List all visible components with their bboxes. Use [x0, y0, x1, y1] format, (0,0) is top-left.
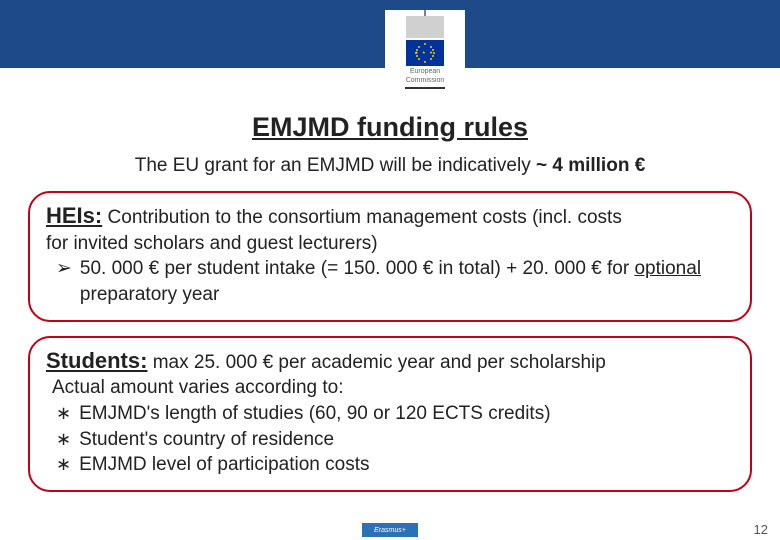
subtitle-prefix: The EU grant for an EMJMD will be indica…	[135, 155, 536, 176]
box1-bullet-text: 50. 000 € per student intake (= 150. 000…	[80, 256, 734, 307]
arrow-icon: ➢	[56, 256, 72, 307]
box2-item-1: ∗ Student's country of residence	[46, 427, 734, 453]
logo-building-icon	[406, 16, 444, 38]
box1-bullet-suffix: preparatory year	[80, 284, 219, 305]
logo-underline	[405, 87, 445, 89]
box2-item-0: ∗ EMJMD's length of studies (60, 90 or 1…	[46, 401, 734, 427]
box1-bullet: ➢ 50. 000 € per student intake (= 150. 0…	[46, 256, 734, 307]
logo-text-line1: European	[410, 68, 440, 75]
erasmus-logo: Erasmus+	[362, 523, 418, 537]
box2-intro: Actual amount varies according to:	[46, 375, 734, 401]
box1-bullet-prefix: 50. 000 € per student intake (= 150. 000…	[80, 258, 635, 279]
box2-heading-row: Students: max 25. 000 € per academic yea…	[46, 346, 734, 376]
subtitle: The EU grant for an EMJMD will be indica…	[0, 155, 780, 177]
box1-text1: Contribution to the consortium managemen…	[102, 207, 622, 228]
asterisk-icon: ∗	[56, 401, 71, 427]
page-title: EMJMD funding rules	[0, 112, 780, 143]
page-number: 12	[754, 522, 768, 537]
box1-heading: HEIs:	[46, 203, 102, 228]
asterisk-icon: ∗	[56, 452, 71, 478]
box2-heading-rest: max 25. 000 € per academic year and per …	[147, 352, 605, 373]
eu-flag-icon	[406, 40, 444, 66]
logo-text-line2: Commission	[406, 77, 445, 84]
box2-item-2: ∗ EMJMD level of participation costs	[46, 452, 734, 478]
box1-line2: for invited scholars and guest lecturers…	[46, 231, 734, 257]
header-bar: European Commission	[0, 0, 780, 68]
subtitle-amount: ~ 4 million €	[536, 155, 645, 176]
box1-line1: HEIs: Contribution to the consortium man…	[46, 201, 734, 231]
box2-item-0-text: EMJMD's length of studies (60, 90 or 120…	[79, 401, 550, 427]
box2-item-2-text: EMJMD level of participation costs	[79, 452, 369, 478]
box2-heading: Students:	[46, 348, 147, 373]
asterisk-icon: ∗	[56, 427, 71, 453]
box-students: Students: max 25. 000 € per academic yea…	[28, 336, 752, 492]
box1-bullet-underlined: optional	[634, 258, 701, 279]
ec-logo: European Commission	[385, 10, 465, 95]
box2-item-1-text: Student's country of residence	[79, 427, 334, 453]
erasmus-logo-text: Erasmus+	[374, 527, 406, 534]
box-heis: HEIs: Contribution to the consortium man…	[28, 191, 752, 322]
